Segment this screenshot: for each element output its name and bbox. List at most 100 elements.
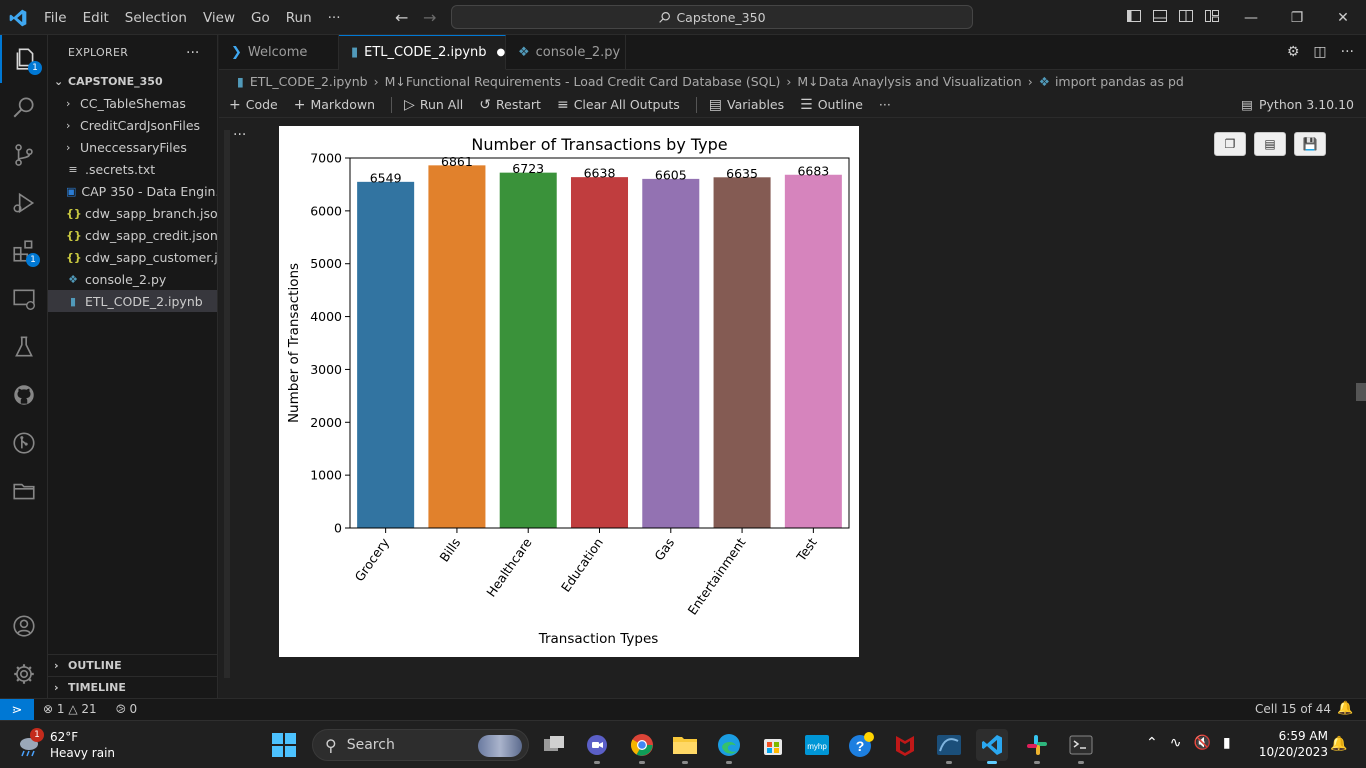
- menu-more[interactable]: ···: [327, 9, 341, 26]
- folder-uneccessaryfiles[interactable]: › UneccessaryFiles: [48, 136, 217, 158]
- tab-console-py[interactable]: ❖ console_2.py: [506, 35, 626, 70]
- file-branch-json[interactable]: {} cdw_sapp_branch.json: [48, 202, 217, 224]
- add-markdown-button[interactable]: + Markdown: [294, 97, 375, 113]
- toggle-secondary-sidebar-icon[interactable]: [1178, 8, 1194, 24]
- breadcrumb-section-1[interactable]: M↓Functional Requirements - Load Credit …: [384, 73, 781, 89]
- variables-button[interactable]: ▤ Variables: [709, 97, 784, 113]
- clock[interactable]: 6:59 AM 10/20/2023: [1254, 728, 1328, 760]
- add-code-button[interactable]: + Code: [229, 97, 278, 113]
- kernel-picker[interactable]: ▤ Python 3.10.10: [1241, 97, 1354, 112]
- editor-scrollbar[interactable]: [1356, 383, 1366, 401]
- volume-muted-icon[interactable]: 🔇: [1193, 735, 1211, 751]
- mysql-workbench-icon[interactable]: [933, 729, 965, 764]
- notebook-icon: ▮: [69, 294, 77, 308]
- workspace-root[interactable]: ⌄ CAPSTONE_350: [48, 70, 217, 92]
- breadcrumb-section-2[interactable]: M↓Data Anaylysis and Visualization: [797, 73, 1022, 89]
- warning-count: 21: [81, 702, 97, 716]
- myhp-icon[interactable]: myhp: [801, 729, 833, 761]
- slack-icon[interactable]: [1021, 729, 1053, 764]
- run-all-button[interactable]: ▷ Run All: [404, 97, 463, 113]
- toggle-primary-sidebar-icon[interactable]: [1126, 8, 1142, 24]
- windows-start-icon[interactable]: [271, 732, 297, 758]
- taskbar-search[interactable]: ⚲ Search: [312, 729, 529, 761]
- unsaved-dot-icon[interactable]: ●: [496, 47, 506, 58]
- breadcrumb-cell[interactable]: import pandas as pd: [1054, 73, 1184, 89]
- split-editor-icon[interactable]: ◫: [1313, 44, 1327, 60]
- toggle-panel-icon[interactable]: [1152, 8, 1168, 24]
- notifications-bell-icon[interactable]: 🔔: [1337, 701, 1354, 716]
- accounts-icon[interactable]: [0, 602, 48, 650]
- source-control-icon[interactable]: [0, 131, 48, 179]
- file-customer-json[interactable]: {} cdw_sapp_customer.j...: [48, 246, 217, 268]
- remote-explorer-icon[interactable]: [0, 275, 48, 323]
- file-cap350-doc[interactable]: ▣ CAP 350 - Data Engin...: [48, 180, 217, 202]
- task-view-icon[interactable]: [538, 729, 570, 761]
- git-graph-icon[interactable]: [0, 419, 48, 467]
- file-console-py[interactable]: ❖ console_2.py: [48, 268, 217, 290]
- folder-creditcardjsonfiles[interactable]: › CreditCardJsonFiles: [48, 114, 217, 136]
- terminal-icon[interactable]: [1065, 729, 1097, 764]
- save-output-icon[interactable]: 💾: [1294, 132, 1326, 156]
- weather-widget[interactable]: 1 62°F Heavy rain: [16, 728, 115, 761]
- chart-title: Number of Transactions by Type: [471, 135, 727, 154]
- menu-selection[interactable]: Selection: [124, 9, 187, 26]
- notifications-bell-icon[interactable]: 🔔: [1330, 736, 1348, 752]
- problems-indicator[interactable]: ⊗ 1 △ 21: [43, 702, 97, 716]
- microsoft-store-icon[interactable]: [757, 729, 789, 761]
- back-arrow-icon[interactable]: ←: [395, 8, 409, 27]
- file-etl-notebook[interactable]: ▮ ETL_CODE_2.ipynb: [48, 290, 217, 312]
- ports-indicator[interactable]: ⧁ 0: [116, 702, 137, 717]
- testing-flask-icon[interactable]: [0, 323, 48, 371]
- wifi-icon[interactable]: ∿: [1169, 735, 1182, 751]
- menu-edit[interactable]: Edit: [82, 9, 109, 26]
- battery-icon[interactable]: ▮: [1222, 735, 1231, 751]
- restart-button[interactable]: ↺ Restart: [479, 97, 541, 113]
- tab-welcome[interactable]: ❯ Welcome: [219, 35, 339, 70]
- command-center[interactable]: Capstone_350: [451, 5, 973, 29]
- menu-file[interactable]: File: [44, 9, 67, 26]
- minimize-icon[interactable]: —: [1244, 9, 1258, 26]
- vscode-taskbar-icon[interactable]: [976, 729, 1008, 764]
- open-plot-viewer-icon[interactable]: ▤: [1254, 132, 1286, 156]
- file-explorer-icon[interactable]: [669, 729, 701, 764]
- copy-output-icon[interactable]: ❐: [1214, 132, 1246, 156]
- folder-icon[interactable]: [0, 467, 48, 515]
- breadcrumb-file[interactable]: ETL_CODE_2.ipynb: [249, 73, 368, 89]
- teams-chat-icon[interactable]: [581, 729, 613, 764]
- cell-output-more-icon[interactable]: ···: [233, 127, 247, 143]
- folder-cc-tableshemas[interactable]: › CC_TableShemas: [48, 92, 217, 114]
- clear-outputs-button[interactable]: ≡ Clear All Outputs: [557, 97, 680, 113]
- outline-button[interactable]: ☰ Outline: [800, 97, 863, 113]
- menu-run[interactable]: Run: [285, 9, 312, 26]
- cell-output-bar[interactable]: [224, 130, 230, 678]
- timeline-section[interactable]: › TIMELINE: [48, 676, 218, 698]
- more-actions-icon[interactable]: ···: [1340, 44, 1354, 60]
- file-credit-json[interactable]: {} cdw_sapp_credit.json: [48, 224, 217, 246]
- search-icon[interactable]: [0, 83, 48, 131]
- menu-go[interactable]: Go: [251, 9, 270, 26]
- github-icon[interactable]: [0, 371, 48, 419]
- chevron-up-icon[interactable]: ⌃: [1146, 735, 1158, 751]
- vscode-logo-icon[interactable]: [8, 8, 28, 28]
- extensions-icon[interactable]: 1: [0, 227, 48, 275]
- customize-layout-icon[interactable]: [1204, 8, 1220, 24]
- help-icon[interactable]: ?: [845, 729, 877, 761]
- mcafee-icon[interactable]: [889, 729, 921, 761]
- remote-indicator-icon[interactable]: ⋗: [0, 699, 34, 721]
- edge-icon[interactable]: [713, 729, 745, 764]
- tab-etl-notebook[interactable]: ▮ ETL_CODE_2.ipynb ●: [339, 35, 506, 70]
- chrome-icon[interactable]: [626, 729, 658, 764]
- close-icon[interactable]: ✕: [1337, 9, 1349, 26]
- menu-view[interactable]: View: [202, 9, 236, 26]
- cell-position[interactable]: Cell 15 of 44: [1255, 702, 1331, 716]
- toolbar-more-button[interactable]: ···: [878, 97, 891, 112]
- explorer-icon[interactable]: 1: [0, 35, 48, 83]
- forward-arrow-icon[interactable]: →: [423, 8, 437, 27]
- file-secrets-txt[interactable]: ≡ .secrets.txt: [48, 158, 217, 180]
- restore-icon[interactable]: ❐: [1290, 9, 1304, 26]
- explorer-more-icon[interactable]: ···: [186, 45, 200, 61]
- gear-icon[interactable]: ⚙: [1286, 44, 1300, 60]
- outline-section[interactable]: › OUTLINE: [48, 654, 218, 676]
- run-debug-icon[interactable]: [0, 179, 48, 227]
- manage-gear-icon[interactable]: [0, 650, 48, 698]
